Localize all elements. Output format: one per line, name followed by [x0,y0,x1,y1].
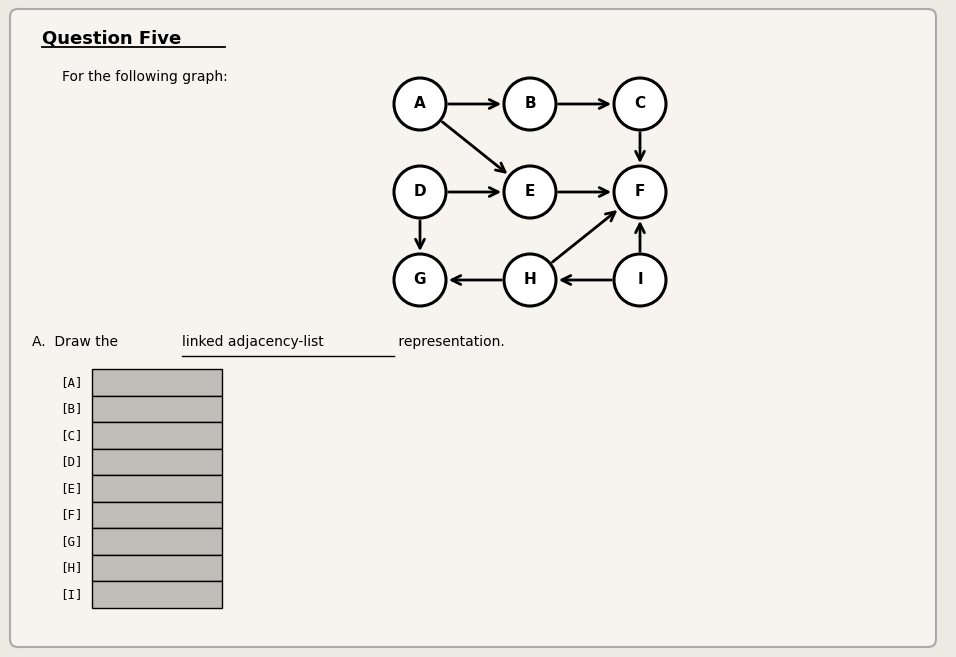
Circle shape [394,166,446,218]
Text: A.  Draw the: A. Draw the [32,335,122,349]
Text: D: D [414,185,426,200]
Circle shape [504,78,556,130]
FancyBboxPatch shape [92,449,222,475]
FancyBboxPatch shape [92,581,222,608]
Text: [B]: [B] [60,402,83,415]
Text: [H]: [H] [60,561,83,574]
Circle shape [394,78,446,130]
Text: H: H [524,273,536,288]
Text: G: G [414,273,426,288]
Circle shape [504,254,556,306]
Text: [G]: [G] [60,535,83,548]
FancyBboxPatch shape [92,528,222,555]
Text: [A]: [A] [60,376,83,389]
Text: Question Five: Question Five [42,30,182,48]
Text: linked adjacency-list: linked adjacency-list [182,335,324,349]
FancyBboxPatch shape [92,501,222,528]
FancyBboxPatch shape [10,9,936,647]
Text: I: I [638,273,642,288]
FancyBboxPatch shape [92,422,222,449]
Text: [D]: [D] [60,455,83,468]
FancyBboxPatch shape [92,555,222,581]
FancyBboxPatch shape [92,369,222,396]
Text: For the following graph:: For the following graph: [62,70,228,84]
Circle shape [504,166,556,218]
Text: C: C [635,97,645,112]
Text: [E]: [E] [60,482,83,495]
Circle shape [394,254,446,306]
Text: E: E [525,185,535,200]
Text: [I]: [I] [60,588,83,600]
Text: F: F [635,185,645,200]
Circle shape [614,166,666,218]
Text: A: A [414,97,425,112]
Text: B: B [524,97,535,112]
Text: representation.: representation. [394,335,505,349]
Circle shape [614,78,666,130]
Text: [C]: [C] [60,429,83,442]
Circle shape [614,254,666,306]
FancyBboxPatch shape [92,396,222,422]
FancyBboxPatch shape [92,475,222,501]
Text: [F]: [F] [60,509,83,521]
